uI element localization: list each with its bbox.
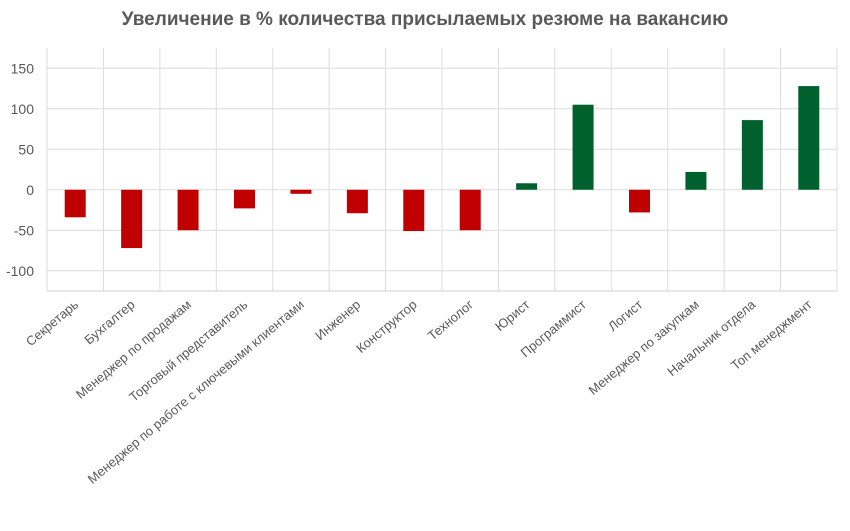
y-tick-label: -50: [14, 222, 34, 238]
chart-title: Увеличение в % количества присылаемых ре…: [121, 9, 729, 30]
bar: [121, 189, 143, 249]
bar: [572, 104, 594, 190]
x-tick-label: Юрист: [492, 297, 532, 334]
x-tick-label: Технолог: [425, 297, 477, 344]
y-tick-label: 0: [26, 182, 34, 198]
bar: [64, 189, 86, 218]
y-axis: 150 100 50 0 -50 -100: [6, 60, 34, 279]
bar: [516, 183, 538, 190]
bar: [798, 86, 820, 190]
x-tick-label: Менеджер по работе с ключевыми клиентами: [85, 297, 307, 487]
bars: [64, 86, 820, 249]
x-tick-label: Логист: [605, 297, 645, 334]
x-tick-label: Бухгалтер: [81, 297, 137, 348]
x-tick-label: Инженер: [312, 297, 363, 343]
bar: [346, 189, 368, 214]
x-tick-label: Менеджер по закупкам: [586, 297, 702, 398]
grid: [46, 48, 838, 292]
y-tick-label: 150: [11, 60, 35, 76]
y-tick-label: 50: [18, 141, 34, 157]
bar: [685, 171, 707, 190]
bar: [403, 189, 425, 232]
bar: [629, 189, 650, 213]
x-tick-label: Конструктор: [353, 297, 419, 356]
bar: [290, 189, 312, 194]
bar: [177, 189, 199, 231]
bar: [741, 120, 763, 190]
y-tick-label: 100: [11, 101, 35, 117]
y-tick-label: -100: [6, 263, 34, 279]
bar: [459, 189, 481, 231]
x-tick-label: Секретарь: [23, 297, 81, 349]
bar: [234, 189, 255, 209]
